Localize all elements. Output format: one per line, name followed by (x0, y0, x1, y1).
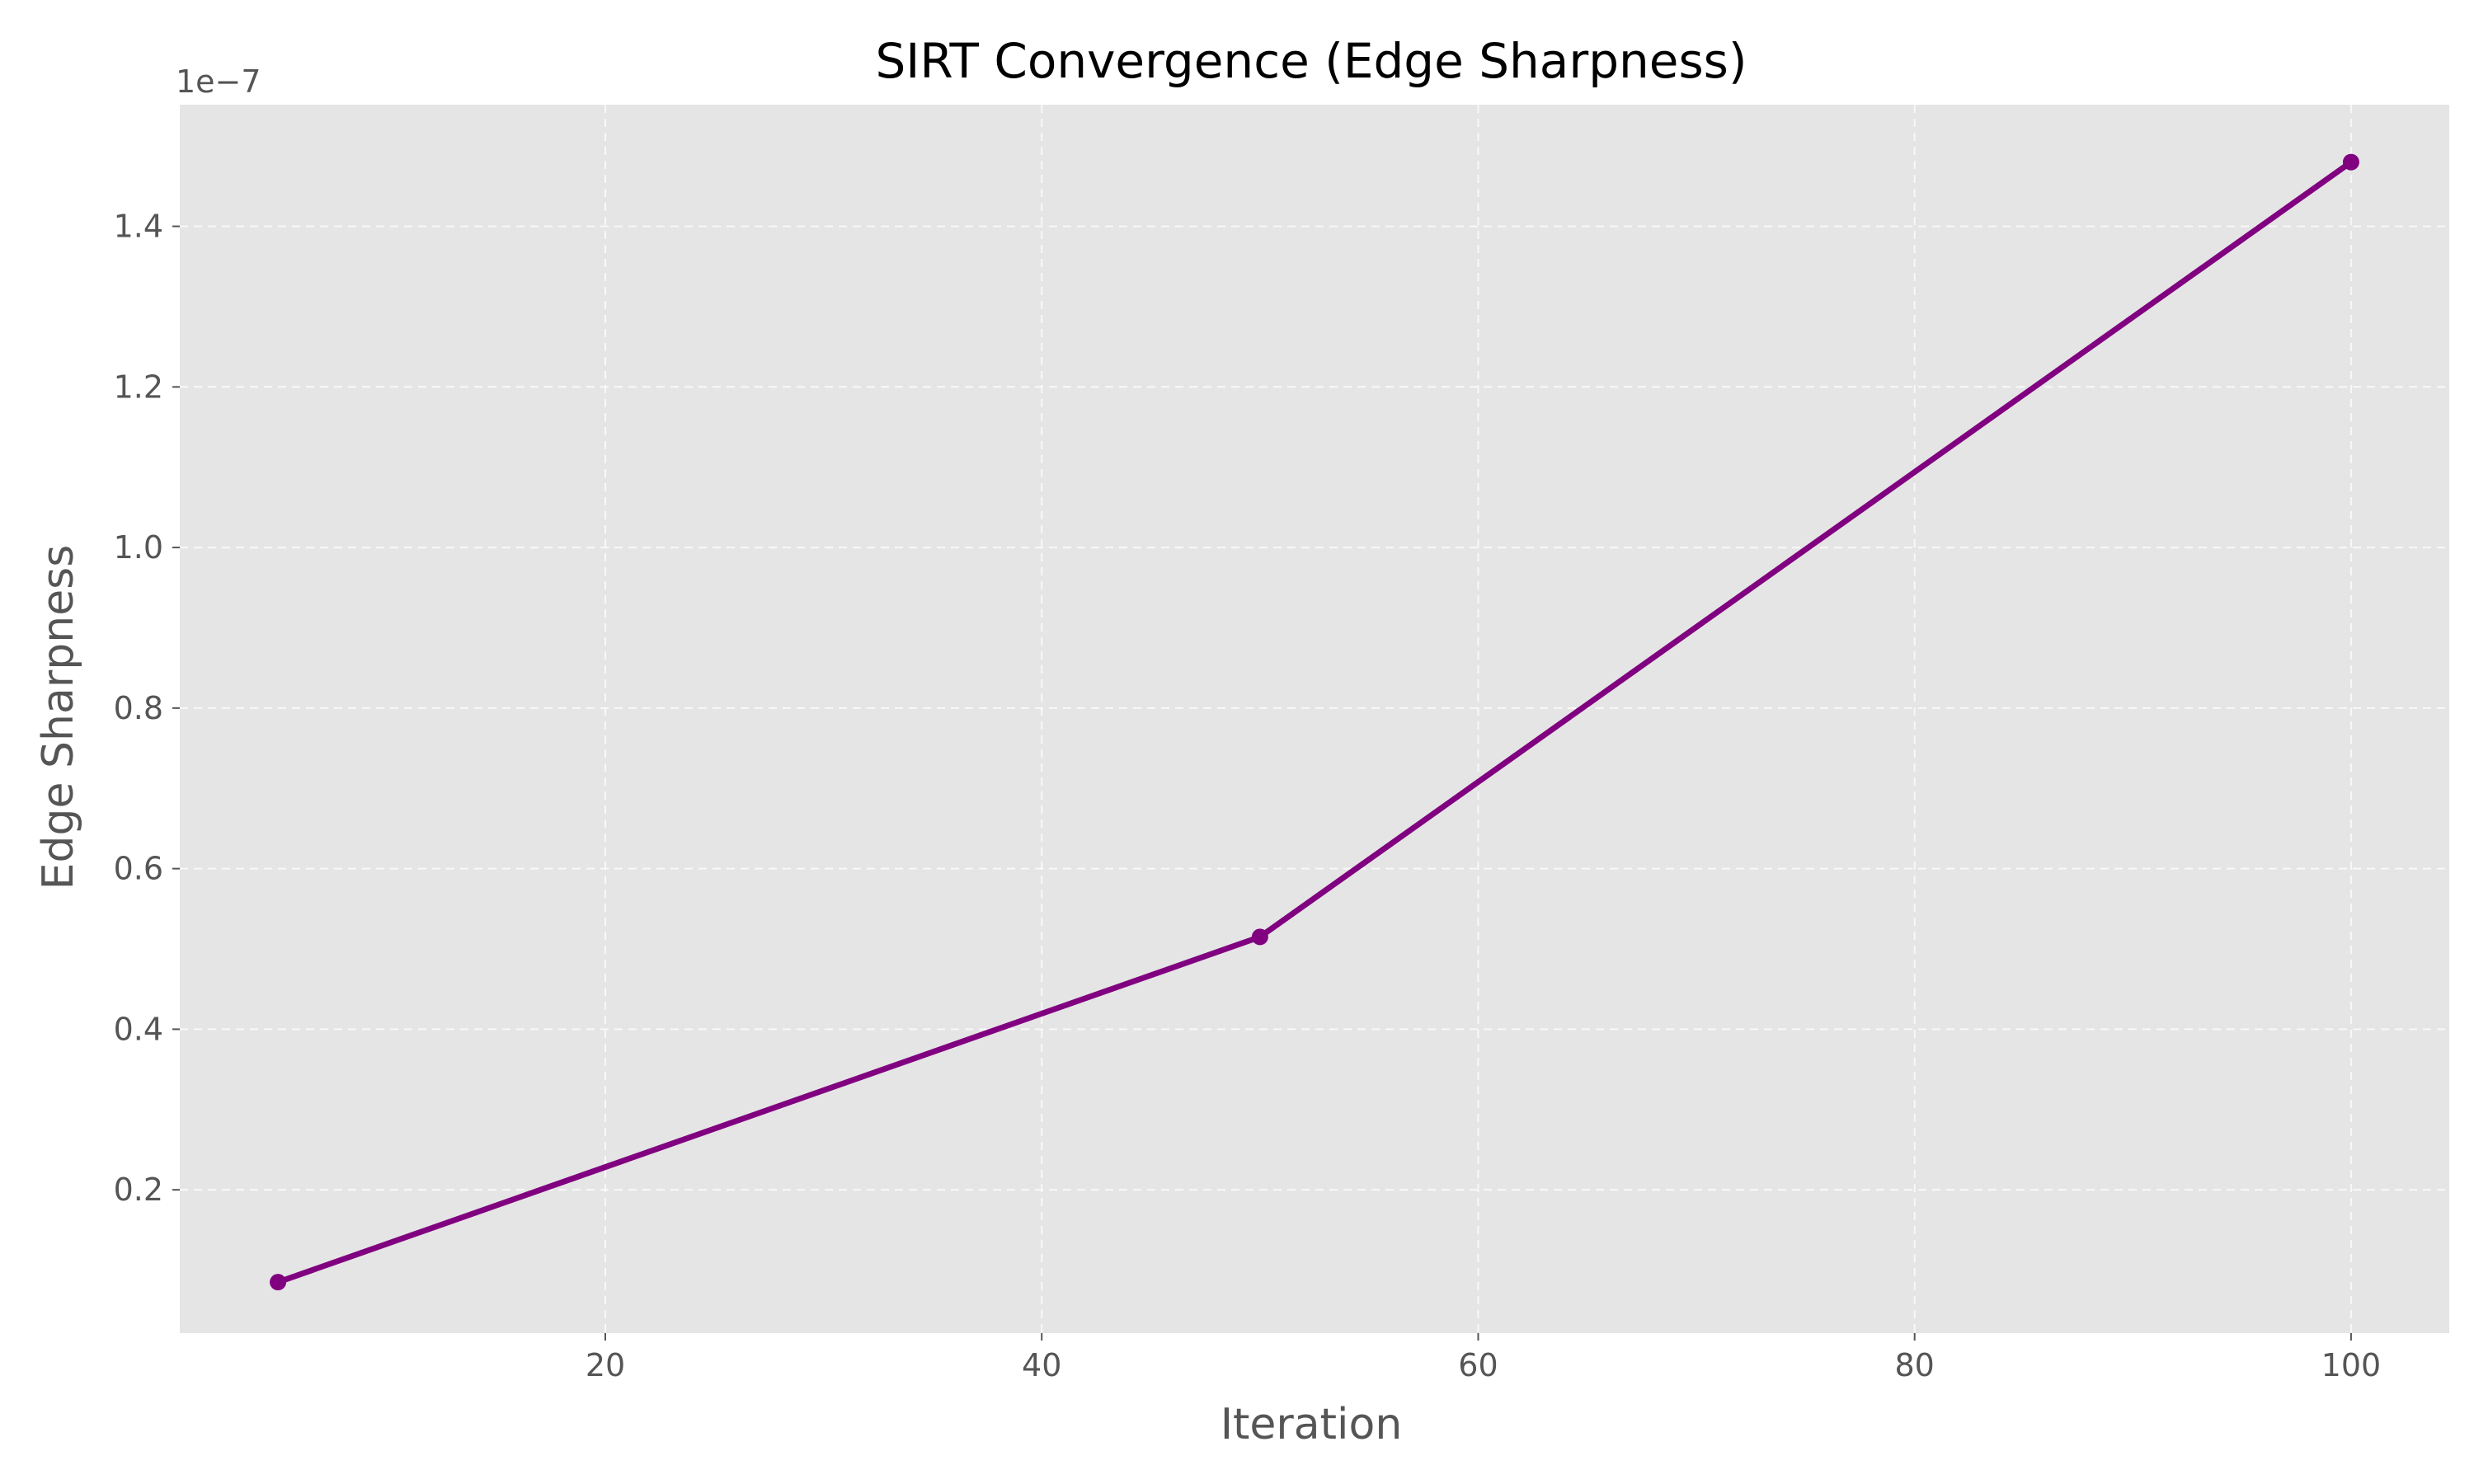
y-tick-label: 1.4 (114, 209, 163, 245)
x-axis-label: Iteration (1221, 1400, 1403, 1449)
y-tick-label: 0.8 (114, 690, 163, 726)
y-tick-label: 0.4 (114, 1011, 163, 1047)
x-tick-label: 100 (2321, 1347, 2382, 1383)
chart-title: SIRT Convergence (Edge Sharpness) (875, 33, 1747, 89)
data-point (270, 1274, 287, 1291)
y-tick-label: 0.6 (114, 851, 163, 887)
series-layer (270, 153, 2359, 1291)
y-tick-label: 0.2 (114, 1172, 163, 1208)
grid-layer (180, 105, 2449, 1333)
x-tick-label: 20 (586, 1347, 625, 1383)
x-tick-label: 40 (1022, 1347, 1061, 1383)
data-point (1251, 928, 1268, 946)
x-tick-label: 80 (1895, 1347, 1935, 1383)
y-axis-label: Edge Sharpness (34, 545, 83, 890)
x-tick-label: 60 (1458, 1347, 1498, 1383)
plot-area (180, 105, 2449, 1333)
y-offset-label: 1e−7 (176, 63, 261, 100)
ticks-layer: 20 40 60 80 100 0.2 0.4 0.6 0.8 1.0 1.2 1.4 (114, 209, 2382, 1383)
y-tick-label: 1.0 (114, 529, 163, 566)
y-tick-label: 1.2 (114, 369, 163, 405)
data-point (2342, 153, 2359, 171)
